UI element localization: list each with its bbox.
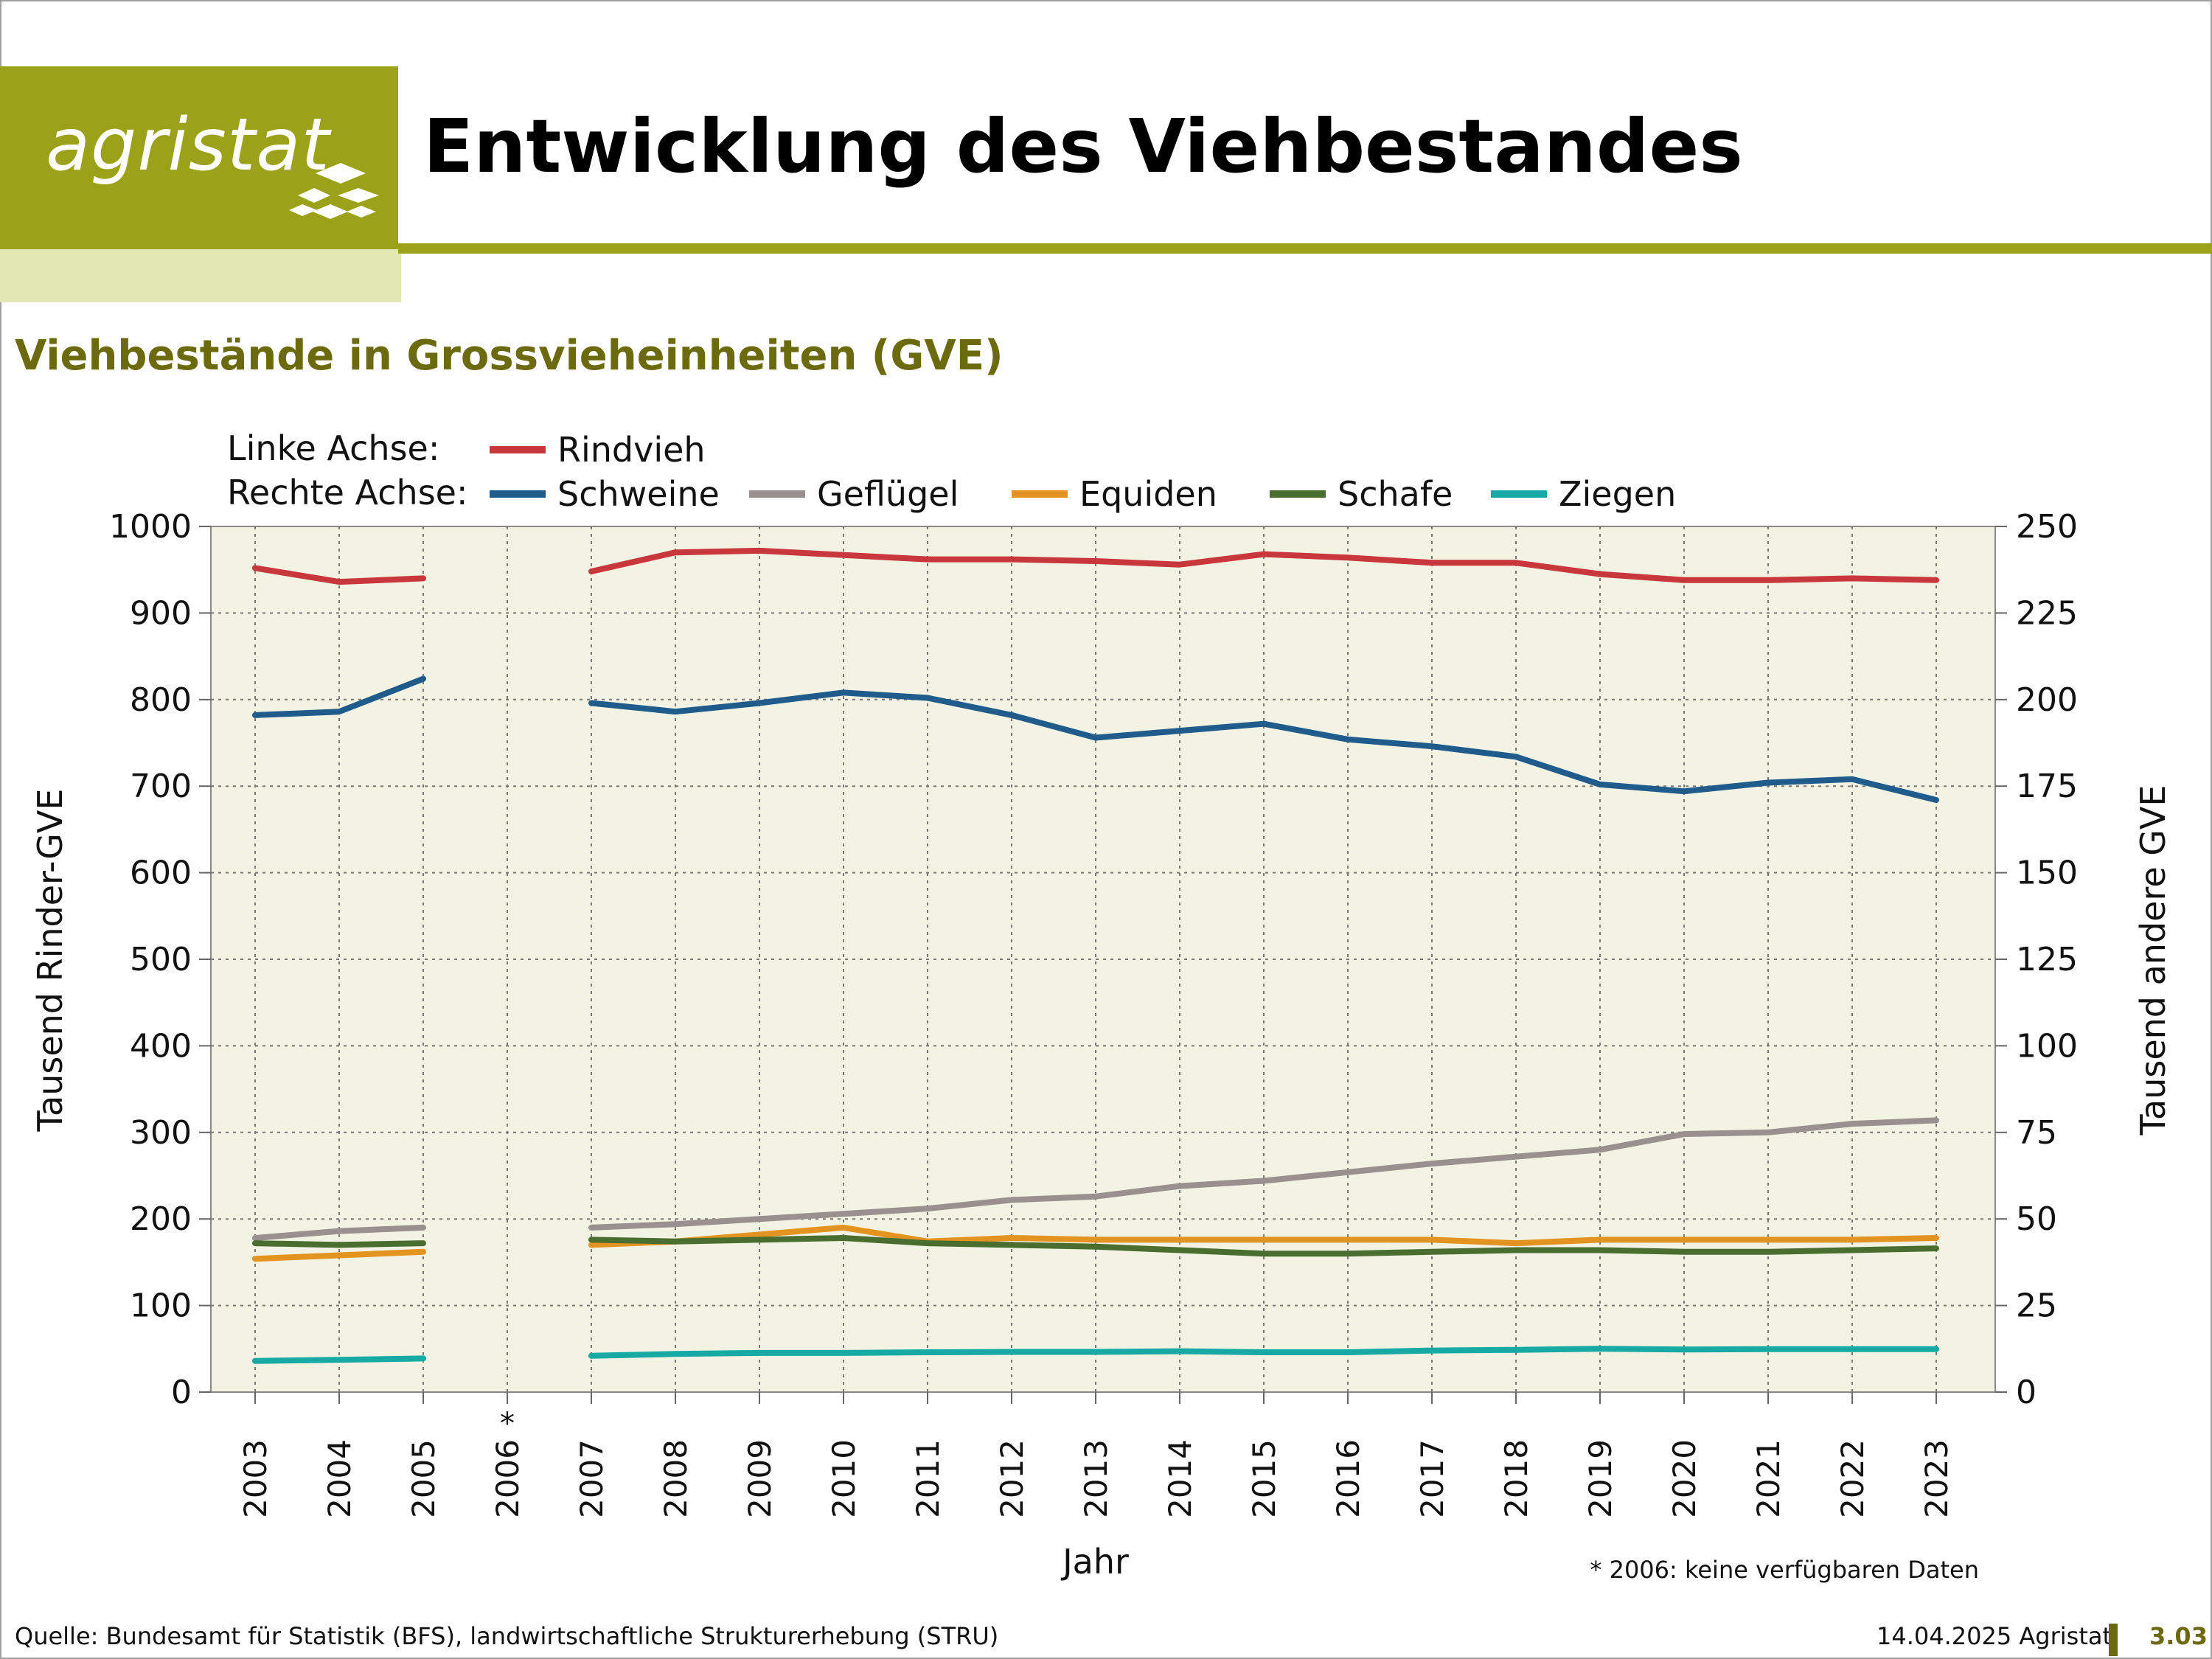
x-tick-label: 2004 (321, 1439, 358, 1518)
x-tick-label: 2003 (237, 1439, 274, 1518)
series-line-Schweine (252, 675, 426, 718)
missing-data-marker: * (500, 1407, 515, 1441)
series-line-Rindvieh (588, 547, 1939, 583)
x-tick-label: 2023 (1919, 1439, 1955, 1518)
x-tick-label: 2009 (742, 1439, 778, 1518)
y-right-tick-label: 75 (2016, 1114, 2057, 1152)
series-line-Geflügel (588, 1117, 1939, 1231)
footer-divider (2109, 1624, 2118, 1656)
x-tick-label: 2014 (1162, 1439, 1198, 1518)
y-axis-right-title: Tausend andere GVE (2133, 785, 2173, 1136)
y-left-tick-label: 300 (130, 1114, 192, 1152)
series-line-Schafe (252, 1240, 426, 1248)
y-right-tick-label: 25 (2016, 1287, 2057, 1325)
series-line-Equiden (588, 1224, 1939, 1248)
x-tick-label: 2008 (658, 1439, 694, 1518)
x-tick-label: 2013 (1078, 1439, 1114, 1518)
x-tick-label: 2005 (406, 1439, 442, 1518)
agristat-logo (0, 66, 398, 249)
y-right-tick-label: 200 (2016, 681, 2078, 719)
source-note: Quelle: Bundesamt für Statistik (BFS), l… (15, 1622, 999, 1650)
page-number: 3.03 (2149, 1622, 2208, 1650)
y-right-tick-label: 125 (2016, 941, 2078, 978)
x-tick-label: 2020 (1666, 1439, 1703, 1518)
legend-label-Ziegen: Ziegen (1559, 474, 1676, 514)
y-left-tick-label: 1000 (109, 508, 192, 546)
series-line-Schweine (588, 689, 1939, 803)
x-tick-label: 2015 (1246, 1439, 1282, 1518)
x-tick-label: 2006 (490, 1439, 526, 1518)
y-right-tick-label: 225 (2016, 594, 2078, 632)
series-line-Equiden (252, 1248, 426, 1262)
y-left-tick-label: 800 (130, 681, 192, 719)
y-left-tick-label: 200 (130, 1200, 192, 1238)
series-lines (252, 547, 1939, 1364)
y-right-tick-label: 100 (2016, 1027, 2078, 1065)
legend-label-Equiden: Equiden (1079, 474, 1217, 514)
series-line-Geflügel (252, 1224, 426, 1241)
legend-label-Schafe: Schafe (1338, 474, 1453, 514)
y-axis-left-title: Tausend Rinder-GVE (30, 789, 70, 1133)
logo-underlay (0, 249, 401, 302)
y-left-tick-label: 600 (130, 855, 192, 892)
grid-lines (211, 526, 1995, 1392)
logo-diamonds-icon (289, 163, 379, 219)
y-right-tick-label: 175 (2016, 768, 2078, 805)
y-right-tick-label: 50 (2016, 1200, 2057, 1238)
page-title: Entwicklung des Viehbestandes (423, 103, 1743, 189)
x-tick-label: 2018 (1498, 1439, 1534, 1518)
legend-right-axis-label: Rechte Achse: (227, 473, 467, 512)
series-line-Ziegen (588, 1346, 1939, 1359)
x-tick-label: 2012 (994, 1439, 1030, 1518)
legend-left-axis-label: Linke Achse: (227, 428, 439, 468)
legend-label-Geflügel: Geflügel (817, 474, 959, 514)
x-axis-title: Jahr (1060, 1542, 1129, 1582)
y-left-tick-label: 100 (130, 1287, 192, 1325)
x-tick-label: 2019 (1582, 1439, 1618, 1518)
x-tick-label: 2022 (1834, 1439, 1871, 1518)
legend-label-Schweine: Schweine (557, 474, 720, 514)
logo-text: agristat (46, 103, 330, 187)
x-tick-label: 2011 (910, 1439, 946, 1518)
missing-data-note: * 2006: keine verfügbaren Daten (1590, 1556, 1979, 1584)
series-line-Ziegen (252, 1355, 426, 1364)
series-line-Schafe (588, 1235, 1939, 1257)
y-left-tick-label: 700 (130, 768, 192, 805)
header-rule (398, 243, 2212, 254)
footer-date: 14.04.2025 Agristat (1877, 1622, 2112, 1650)
y-right-tick-label: 150 (2016, 855, 2078, 892)
axes: 0 100 200 300 400 500 600 700 800 900 1000 0 25 50 75 1… (109, 508, 2078, 1518)
x-tick-label: 2007 (574, 1439, 610, 1518)
series-line-Rindvieh (252, 565, 426, 585)
y-right-tick-label: 250 (2016, 508, 2078, 546)
y-right-tick-label: 0 (2016, 1374, 2037, 1411)
x-tick-label: 2021 (1750, 1439, 1787, 1518)
y-left-tick-label: 400 (130, 1027, 192, 1065)
chart-subtitle: Viehbestände in Grossvieheinheiten (GVE) (15, 332, 1004, 380)
y-left-tick-label: 900 (130, 594, 192, 632)
x-tick-label: 2010 (826, 1439, 862, 1518)
livestock-line-chart: 0 100 200 300 400 500 600 700 800 900 1000 0 25 50 75 1… (30, 428, 2173, 1584)
y-left-tick-label: 500 (130, 941, 192, 978)
legend-label-Rindvieh: Rindvieh (557, 430, 706, 470)
x-tick-label: 2016 (1330, 1439, 1366, 1518)
y-left-tick-label: 0 (171, 1374, 192, 1411)
x-tick-label: 2017 (1414, 1439, 1450, 1518)
